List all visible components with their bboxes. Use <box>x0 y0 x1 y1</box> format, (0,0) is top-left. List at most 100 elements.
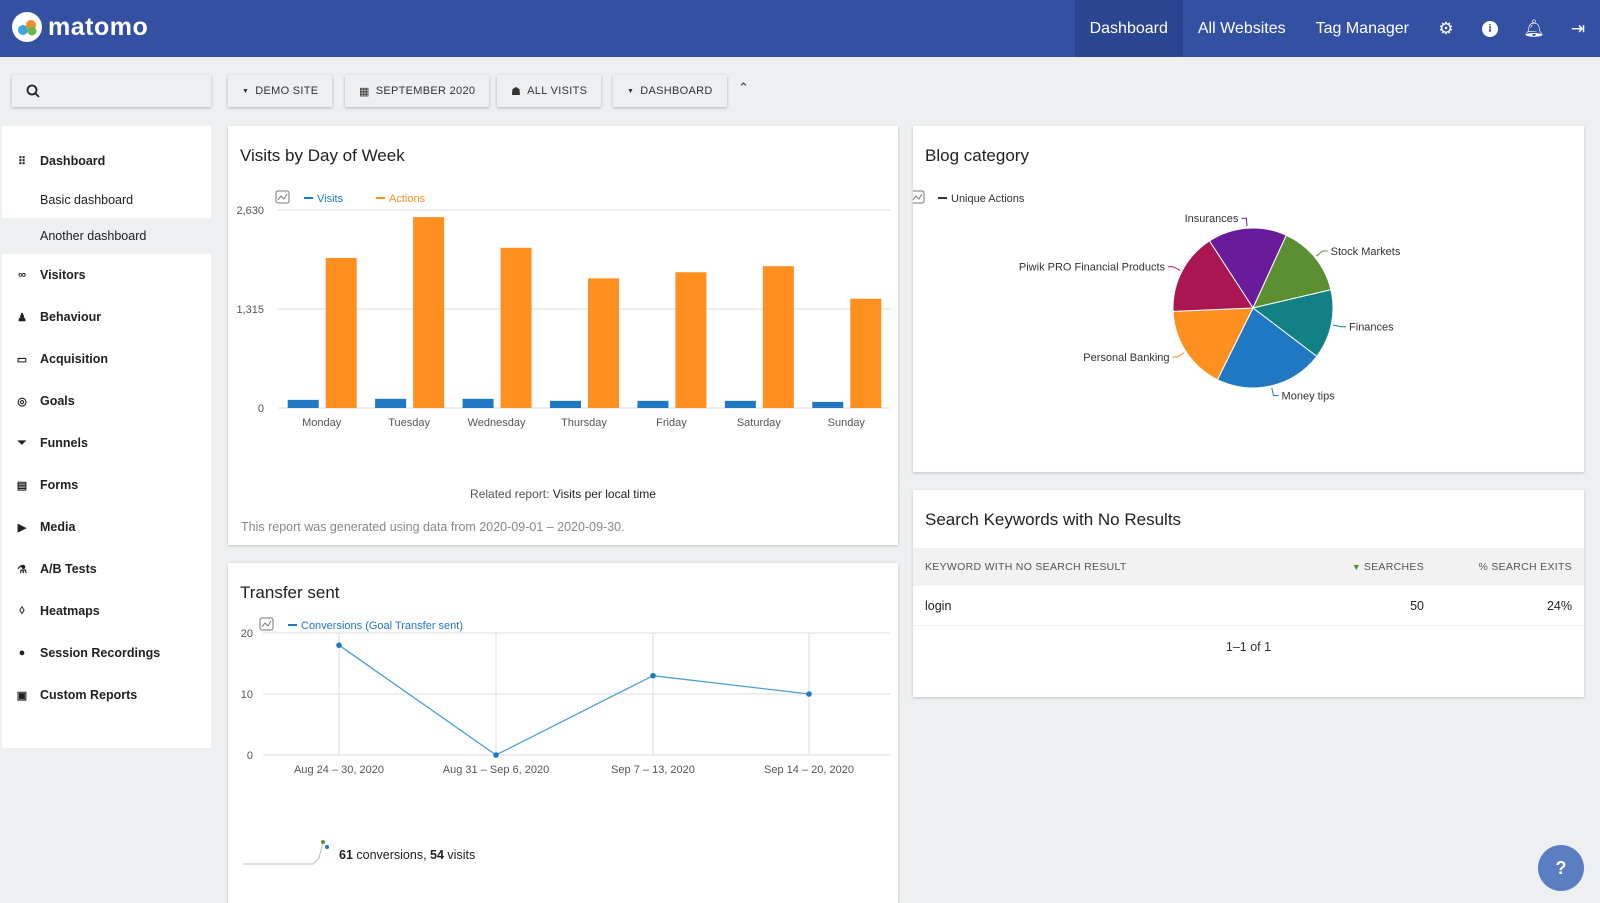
search-input[interactable] <box>12 75 211 107</box>
nav-dashboard[interactable]: Dashboard <box>1074 0 1183 57</box>
sidebar-label: Funnels <box>40 436 88 450</box>
pie-label: Piwik PRO Financial Products <box>1019 262 1166 274</box>
bar-actions[interactable] <box>588 278 619 408</box>
sidebar-item-dashboard[interactable]: ⠿ Dashboard <box>2 140 211 182</box>
pie-slice[interactable] <box>1172 240 1254 312</box>
x-tick-label: Friday <box>656 417 687 429</box>
pie-slice[interactable] <box>1208 227 1287 310</box>
period-selector[interactable]: ▦ SEPTEMBER 2020 <box>345 75 490 107</box>
data-point[interactable] <box>650 672 656 679</box>
column-searches[interactable]: ▼ SEARCHES <box>1274 561 1424 573</box>
chart-type-icon[interactable] <box>275 190 290 204</box>
sidebar: ⠿ Dashboard Basic dashboard Another dashb… <box>2 126 211 748</box>
caret-down-icon: ▼ <box>242 87 250 95</box>
pie-label: Personal Banking <box>1083 352 1169 364</box>
pie-label: Money tips <box>1282 391 1336 403</box>
pie-slice[interactable] <box>1216 307 1318 389</box>
y-tick-label: 0 <box>258 403 264 415</box>
dashboard-selector[interactable]: ▼ DASHBOARD <box>613 75 727 107</box>
sidebar-item-a-b-tests[interactable]: ⚗ A/B Tests <box>2 548 211 590</box>
pie-slice[interactable] <box>1251 289 1334 358</box>
chart-type-icon[interactable] <box>259 617 274 631</box>
label-connector <box>1333 324 1347 328</box>
x-tick-label: Aug 24 – 30, 2020 <box>294 764 384 776</box>
bar-actions[interactable] <box>500 247 532 408</box>
y-tick-label: 2,630 <box>236 205 264 217</box>
legend-conversions[interactable]: Conversions (Goal Transfer sent) <box>301 620 463 632</box>
sidebar-item-behaviour[interactable]: ♟ Behaviour <box>2 296 211 338</box>
data-point[interactable] <box>493 752 499 758</box>
bell-icon[interactable]: 🔔︎ <box>1523 18 1545 38</box>
sidebar-item-funnels[interactable]: ⏷ Funnels <box>2 422 211 464</box>
label-connector <box>1316 250 1328 257</box>
related-report-link[interactable]: Visits per local time <box>552 487 656 501</box>
bar-visits[interactable] <box>550 400 581 408</box>
sidebar-item-forms[interactable]: ▤ Forms <box>2 464 211 506</box>
x-tick-label: Sunday <box>828 417 866 429</box>
widget-title: Blog category <box>925 146 1029 165</box>
bar-visits[interactable] <box>637 400 669 408</box>
bar-actions[interactable] <box>675 272 707 408</box>
pie-slice[interactable] <box>1172 307 1254 381</box>
help-button[interactable]: ? <box>1538 845 1584 891</box>
bar-visits[interactable] <box>812 401 844 408</box>
segment-label: ALL VISITS <box>527 85 588 97</box>
sidebar-item-goals[interactable]: ◎ Goals <box>2 380 211 422</box>
visits-count: 54 <box>430 848 444 862</box>
sidebar-label: Visitors <box>40 268 86 282</box>
data-point[interactable] <box>336 642 342 648</box>
bar-actions[interactable] <box>850 298 882 408</box>
sidebar-item-media[interactable]: ▶ Media <box>2 506 211 548</box>
sidebar-item-session-recordings[interactable]: ● Session Recordings <box>2 632 211 674</box>
series-line <box>338 644 810 756</box>
period-label: SEPTEMBER 2020 <box>375 85 476 97</box>
x-tick-label: Saturday <box>737 417 782 429</box>
column-keyword[interactable]: KEYWORD WITH NO SEARCH RESULT <box>925 561 1127 573</box>
gear-icon[interactable]: ⚙ <box>1438 18 1454 38</box>
legend-actions[interactable]: Actions <box>389 193 426 205</box>
collapse-icon[interactable]: ⌃ <box>738 80 749 95</box>
nav-tag-manager[interactable]: Tag Manager <box>1315 19 1409 37</box>
visits-label: visits <box>443 848 476 862</box>
bar-visits[interactable] <box>375 398 407 408</box>
sidebar-item-heatmaps[interactable]: ◊ Heatmaps <box>2 590 211 632</box>
table-row[interactable]: login 50 24% <box>913 586 1584 626</box>
bar-visits[interactable] <box>724 400 756 408</box>
sort-desc-icon: ▼ <box>1351 562 1364 572</box>
x-tick-label: Sep 7 – 13, 2020 <box>611 764 695 776</box>
matomo-logo[interactable]: matomo <box>12 12 148 42</box>
legend-visits[interactable]: Visits <box>317 193 344 205</box>
chart-type-icon[interactable] <box>913 190 925 204</box>
info-icon[interactable]: i <box>1468 0 1512 57</box>
nav-all-websites[interactable]: All Websites <box>1197 19 1286 37</box>
sidebar-item-custom-reports[interactable]: ▣ Custom Reports <box>2 674 211 716</box>
x-tick-label: Monday <box>302 417 342 429</box>
top-header: matomo Dashboard All Websites Tag Manage… <box>0 0 1600 57</box>
exits-cell: 24% <box>1546 598 1572 613</box>
logout-icon[interactable]: ⇥ <box>1570 18 1586 38</box>
bell-icon: ♟ <box>17 311 27 324</box>
calendar-icon: ▦ <box>359 85 370 98</box>
sidebar-item-visitors[interactable]: ∞ Visitors <box>2 254 211 296</box>
pie-label: Finances <box>1349 322 1394 334</box>
site-selector[interactable]: ▼ DEMO SITE <box>228 75 333 107</box>
bar-visits[interactable] <box>462 398 494 408</box>
sidebar-item-acquisition[interactable]: ▭ Acquisition <box>2 338 211 380</box>
bar-actions[interactable] <box>325 257 357 408</box>
sidebar-sub-basic-dashboard[interactable]: Basic dashboard <box>40 193 134 207</box>
pie-slice[interactable] <box>1252 234 1332 309</box>
bar-actions[interactable] <box>413 217 445 408</box>
drop-icon: ◊ <box>19 605 25 617</box>
legend-unique-actions[interactable]: Unique Actions <box>951 193 1025 205</box>
column-search-exits[interactable]: % SEARCH EXITS <box>1478 561 1572 573</box>
transfer-sent-widget: Transfer sent 0 10 20 Conversions (Goal Tra… <box>228 563 898 903</box>
logo-icon <box>12 12 42 42</box>
target-icon: ◎ <box>17 395 27 408</box>
bar-visits[interactable] <box>287 399 319 408</box>
segment-selector[interactable]: ☗ ALL VISITS <box>497 75 602 107</box>
label-connector <box>1241 217 1248 227</box>
sidebar-sub-another-dashboard[interactable]: Another dashboard <box>2 218 211 254</box>
blog-category-widget: Blog category Unique Actions Insurances St… <box>913 126 1584 472</box>
bar-actions[interactable] <box>762 266 794 408</box>
data-point[interactable] <box>806 691 812 697</box>
